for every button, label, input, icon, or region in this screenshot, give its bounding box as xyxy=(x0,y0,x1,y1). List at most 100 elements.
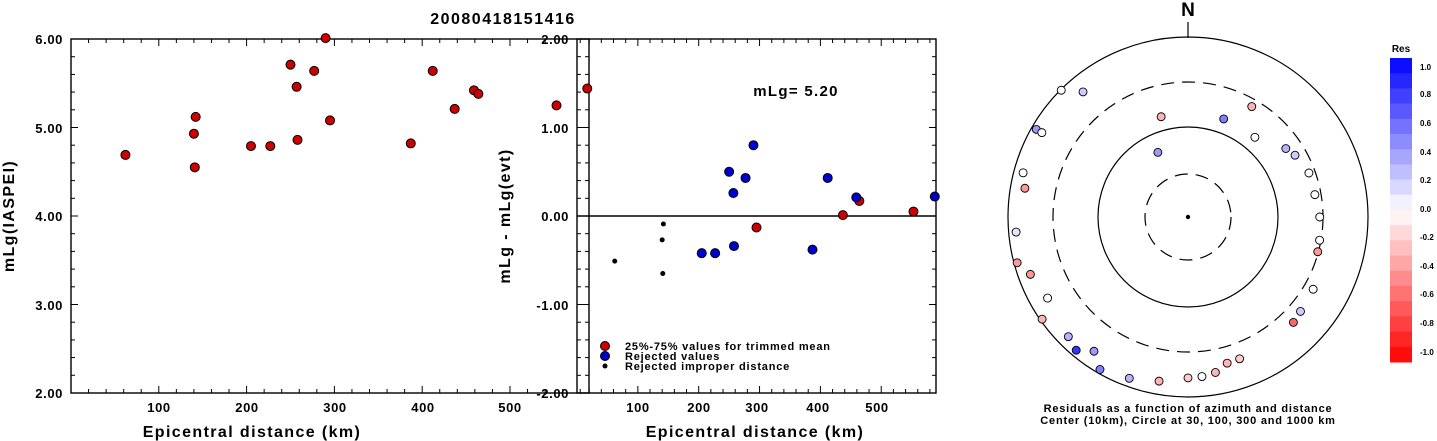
legend-marker-rejected xyxy=(600,351,610,361)
y-tick-label: 4.00 xyxy=(35,209,63,224)
data-point-improper xyxy=(659,237,665,243)
data-point xyxy=(245,141,256,152)
data-point-trimmed xyxy=(837,210,848,221)
station-marker xyxy=(1315,212,1325,222)
y-tick-label: 5.00 xyxy=(35,121,63,136)
data-point xyxy=(265,141,276,152)
colorbar-cell xyxy=(1390,331,1412,348)
x-axis-label: Epicentral distance (km) xyxy=(646,424,865,441)
colorbar-cell xyxy=(1390,316,1412,333)
y-tick-labels: 2.00 3.00 4.00 5.00 6.00 xyxy=(35,32,63,401)
data-point-rejected xyxy=(748,140,759,151)
x-tick-label: 100 xyxy=(626,400,650,415)
data-points xyxy=(120,33,593,173)
data-point-rejected xyxy=(851,192,862,203)
ring-100km xyxy=(1097,126,1279,308)
colorbar-cell xyxy=(1390,210,1412,226)
mean-magnitude-annotation: mLg= 5.20 xyxy=(753,83,838,100)
y-tick-label: 0.00 xyxy=(541,209,569,224)
station-marker xyxy=(1037,128,1047,138)
station-marker xyxy=(1056,85,1066,95)
panel-azimuth-residuals: N Residuals as a function of azimuth and… xyxy=(1007,0,1434,427)
station-marker xyxy=(1219,114,1229,124)
colorbar-cell xyxy=(1390,149,1412,165)
station-marker xyxy=(1315,235,1325,245)
legend-label-trimmed: 25%-75% values for trimmed mean xyxy=(625,341,831,353)
caption-line-2: Center (10km), Circle at 30, 100, 300 an… xyxy=(1040,415,1335,427)
station-marker xyxy=(1012,258,1022,268)
station-marker xyxy=(1011,227,1021,237)
station-marker xyxy=(1071,345,1081,355)
x-tick-labels: 100 200 300 400 500 xyxy=(626,400,889,415)
colorbar-tick-label: -0.2 xyxy=(1420,233,1434,242)
colorbar-cell xyxy=(1390,134,1412,150)
data-points xyxy=(612,140,940,277)
station-marker xyxy=(1247,102,1257,112)
ring-1000km xyxy=(1007,36,1369,398)
colorbar-cell xyxy=(1390,164,1412,181)
data-point-rejected xyxy=(929,191,940,202)
x-tick-label: 300 xyxy=(745,400,769,415)
y-tick-label: 2.00 xyxy=(35,386,63,401)
data-point xyxy=(582,83,593,94)
data-point-rejected xyxy=(728,187,739,198)
colorbar-cell xyxy=(1390,58,1412,74)
x-tick-label: 200 xyxy=(235,400,259,415)
colorbar-tick-label: 0.4 xyxy=(1420,148,1432,157)
data-point xyxy=(120,149,131,160)
panel-magnitude-vs-distance: 20080418151416 2.00 3.00 4.00 5.00 6.00 … xyxy=(1,11,593,441)
station-marker xyxy=(1304,168,1314,178)
station-marker xyxy=(1235,354,1245,364)
data-point xyxy=(473,88,484,99)
data-point-rejected xyxy=(724,166,735,177)
data-point xyxy=(188,128,199,139)
y-tick-label: -1.00 xyxy=(536,298,569,313)
station-marker xyxy=(1197,372,1207,381)
colorbar-tick-label: 0.6 xyxy=(1420,119,1432,128)
data-point xyxy=(449,103,460,114)
colorbar-tick-labels: 1.0 0.8 0.6 0.4 0.2 0.0 -0.2 -0.4 -0.6 -… xyxy=(1420,63,1434,357)
legend-marker-improper xyxy=(602,363,608,369)
colorbar-cell xyxy=(1390,118,1412,135)
station-marker xyxy=(1250,132,1260,142)
legend-label-rejected: Rejected values xyxy=(625,351,720,363)
station-marker xyxy=(1290,150,1300,160)
north-label: N xyxy=(1181,0,1195,21)
colorbar-cell xyxy=(1390,179,1412,196)
x-tick-label: 400 xyxy=(806,400,830,415)
colorbar-cell xyxy=(1390,240,1412,257)
colorbar-cell xyxy=(1390,88,1412,105)
x-tick-label: 200 xyxy=(687,400,711,415)
station-marker xyxy=(1210,368,1220,377)
station-marker xyxy=(1313,247,1323,257)
station-markers xyxy=(1011,85,1325,386)
data-point-improper xyxy=(612,258,618,264)
legend-label-improper: Rejected improper distance xyxy=(625,361,790,373)
y-axis-label: mLg(IASPEI) xyxy=(1,160,18,272)
colorbar-tick-label: 1.0 xyxy=(1420,63,1432,72)
station-marker xyxy=(1310,190,1320,200)
station-marker xyxy=(1183,373,1193,383)
station-marker xyxy=(1078,87,1088,97)
station-marker xyxy=(1153,147,1163,157)
station-marker xyxy=(1063,332,1073,342)
data-point-rejected xyxy=(807,244,818,255)
data-point-improper xyxy=(660,271,666,277)
station-marker xyxy=(1288,317,1298,327)
colorbar-cell xyxy=(1390,103,1412,120)
x-tick-label: 100 xyxy=(147,400,171,415)
colorbar-cell xyxy=(1390,286,1412,302)
station-marker xyxy=(1025,269,1035,279)
colorbar-cell xyxy=(1390,270,1412,287)
x-tick-label: 500 xyxy=(865,400,889,415)
data-point xyxy=(405,138,416,149)
colorbar-tick-label: 0.8 xyxy=(1420,90,1432,99)
colorbar-cell xyxy=(1390,255,1412,272)
data-point xyxy=(190,111,201,122)
ring-30km xyxy=(1144,173,1232,261)
colorbar xyxy=(1390,58,1412,363)
colorbar-title: Res xyxy=(1392,44,1411,55)
station-marker xyxy=(1296,306,1305,316)
y-tick-label: 1.00 xyxy=(541,121,569,136)
data-point-rejected xyxy=(696,248,707,259)
